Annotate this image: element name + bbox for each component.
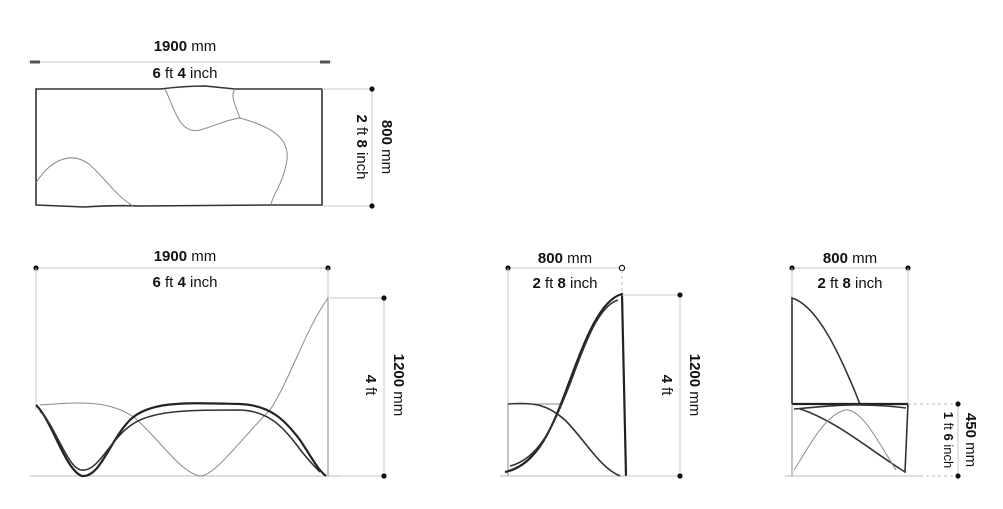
side-left-height-dot-top [677,292,683,298]
top-depth-dot-top [369,86,375,92]
side-right-seat-top-inner [793,404,907,410]
side-left-seat-curve [507,402,621,477]
side-left-profile-outer [504,292,628,477]
side-left-height-imperial-label: 4 ft [658,375,675,397]
side-right-seat-dot-bottom [955,473,961,479]
side-left-seat-box [507,403,560,476]
side-right-seat-dot-top [955,401,961,407]
side-left-width-imperial-label: 2 ft 8 inch [532,275,597,292]
side-left-height-mm-label: 1200 mm [686,354,703,417]
front-back-contour [39,296,329,477]
side-right-width-mm-label: 800 mm [823,250,877,267]
front-seat-profile-inner [39,409,321,473]
top-view-contour-3 [35,157,134,207]
top-depth-imperial-label: 2 ft 8 inch [353,114,370,179]
side-right-width-imperial-label: 2 ft 8 inch [817,275,882,292]
side-view-right: 800 mm 2 ft 8 inch 450 mm 1 ft 6 inch [785,250,979,479]
top-depth-dot-bottom [369,203,375,209]
top-width-mm-label: 1900 mm [154,38,217,55]
side-left-height-dot-bottom [677,473,683,479]
side-left-width-mm-label: 800 mm [538,250,592,267]
top-view-outline [35,85,323,208]
front-seat-profile-outer [35,402,327,478]
front-view: 1900 mm 6 ft 4 inch 1200 mm 4 ft [30,248,407,479]
side-left-width-dot-right [618,264,626,272]
side-right-front-curve [799,403,909,474]
side-right-seat-imperial-label: 1 ft 6 inch [941,412,956,468]
top-view-contour-1 [164,88,241,132]
top-depth-mm-label: 800 mm [378,120,395,174]
front-width-mm-label: 1900 mm [154,248,217,265]
side-right-inner-curve-1 [793,409,897,471]
front-height-dot-bottom [381,473,387,479]
top-width-imperial-label: 6 ft 4 inch [152,65,217,82]
side-view-left: 800 mm 2 ft 8 inch 1200 mm 4 ft [500,250,703,479]
side-right-backrest [791,296,861,405]
front-height-imperial-label: 4 ft [362,375,379,397]
top-view: 1900 mm 6 ft 4 inch 800 mm 2 ft 8 inch [28,38,395,209]
top-view-contour-2 [239,117,288,206]
side-right-seat-mm-label: 450 mm [962,413,979,467]
front-height-mm-label: 1200 mm [390,354,407,417]
side-left-profile-inner [509,299,619,467]
front-height-dot-top [381,295,387,301]
front-width-imperial-label: 6 ft 4 inch [152,274,217,291]
